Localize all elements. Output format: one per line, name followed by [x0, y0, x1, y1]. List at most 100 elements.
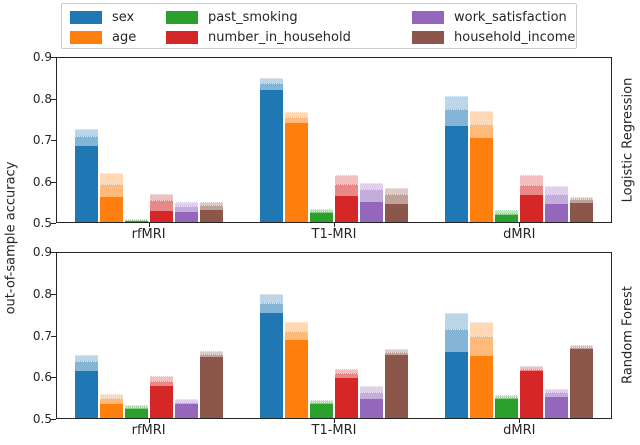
x-tick-mark	[519, 223, 521, 227]
y-tick-mark	[51, 419, 56, 420]
legend-entry-sex: sex	[70, 7, 166, 27]
bar-number_in_household-dMRI	[519, 58, 543, 222]
bar-sex-T1-MRI	[260, 253, 283, 418]
bar-segment	[260, 89, 283, 222]
bar-past_smoking-T1-MRI	[310, 253, 333, 418]
bar-past_smoking-dMRI	[494, 253, 518, 418]
bar-segment	[200, 201, 224, 206]
bar-past_smoking-rfMRI	[125, 253, 149, 418]
bar-segment	[385, 354, 408, 418]
bar-segment	[285, 339, 308, 418]
bar-segment	[100, 197, 124, 222]
x-tick-mark	[334, 419, 335, 423]
bar-segment	[150, 194, 174, 201]
bar-segment	[200, 209, 224, 222]
plot-area-random-forest	[56, 252, 612, 419]
bar-segment	[444, 352, 468, 418]
bar-segment	[444, 313, 468, 330]
bar-segment	[125, 220, 149, 222]
legend-label: household_income	[454, 29, 576, 45]
legend-label: work_satisfaction	[454, 9, 567, 25]
bar-segment	[519, 366, 543, 369]
bar-age-T1-MRI	[285, 253, 308, 418]
bar-segment	[260, 78, 283, 84]
bar-segment	[175, 399, 199, 402]
legend-color-patch	[412, 30, 444, 44]
legend-label: number_in_household	[208, 29, 351, 45]
bar-household_income-dMRI	[569, 58, 593, 222]
bar-segment	[519, 195, 543, 222]
bar-sex-dMRI	[444, 253, 468, 418]
bar-segment	[519, 174, 543, 186]
bar-segment	[385, 348, 408, 352]
bar-group-T1-MRI	[242, 58, 427, 222]
bar-segment	[494, 397, 518, 400]
x-tick-label-dMRI: dMRI	[503, 227, 536, 242]
bar-segment	[335, 195, 358, 222]
bar-segment	[494, 209, 518, 213]
bar-segment	[75, 146, 99, 222]
bar-segment	[519, 185, 543, 196]
bar-segment	[444, 109, 468, 126]
row-label-random-forest: Random Forest	[620, 286, 636, 384]
bar-segment	[335, 184, 358, 196]
bar-segment	[544, 396, 568, 418]
bar-segment	[569, 199, 593, 203]
bar-segment	[494, 395, 518, 398]
legend-entry-work_satisfaction: work_satisfaction	[412, 7, 575, 27]
y-tick-mark	[51, 98, 56, 100]
bar-segment	[260, 303, 283, 314]
legend-color-patch	[70, 30, 102, 44]
bar-past_smoking-rfMRI	[125, 58, 149, 222]
bar-segment	[150, 200, 174, 211]
legend-color-patch	[70, 10, 102, 24]
y-tick-mark	[51, 181, 56, 183]
y-tick-label: 0.5	[32, 216, 52, 230]
bar-segment	[75, 129, 99, 136]
bar-household_income-rfMRI	[200, 253, 224, 418]
bar-segment	[175, 202, 199, 207]
bar-group-rfMRI	[57, 58, 242, 222]
y-tick-mark	[51, 335, 56, 337]
y-tick-label: 0.8	[32, 91, 52, 106]
bar-segment	[360, 385, 383, 393]
bar-segment	[469, 123, 493, 138]
bar-age-T1-MRI	[285, 58, 308, 222]
x-tick-label-rfMRI: rfMRI	[131, 423, 166, 438]
bar-segment	[285, 330, 308, 340]
bar-segment	[260, 313, 283, 418]
bar-segment	[385, 187, 408, 195]
bar-segment	[444, 125, 468, 222]
bar-segment	[285, 111, 308, 117]
bar-segment	[285, 321, 308, 331]
bar-past_smoking-T1-MRI	[310, 58, 333, 222]
bar-age-dMRI	[469, 253, 493, 418]
bar-segment	[544, 203, 568, 222]
bar-segment	[310, 401, 333, 404]
y-tick-mark	[51, 140, 56, 141]
bar-segment	[75, 135, 99, 147]
bar-age-rfMRI	[100, 253, 124, 418]
y-tick-label: 0.6	[32, 370, 52, 385]
y-tick-label: 0.7	[32, 133, 52, 147]
bar-segment	[519, 371, 543, 418]
x-tick-label-T1-MRI: T1-MRI	[311, 423, 357, 438]
bar-household_income-dMRI	[569, 253, 593, 418]
subplot-random-forest: 0.9 0.8 0.7 0.6 0.5 rfMRI T1-MRI dMRI	[0, 246, 640, 438]
subplot-logistic-regression: 0.9 0.8 0.7 0.6 0.5 rfMRI T1-MRI dMRI	[0, 51, 640, 242]
bar-segment	[385, 351, 408, 355]
bar-segment	[444, 329, 468, 352]
bar-segment	[360, 399, 383, 418]
bar-household_income-rfMRI	[200, 58, 224, 222]
bar-segment	[175, 211, 199, 222]
bar-work_satisfaction-rfMRI	[175, 253, 199, 418]
bar-segment	[100, 172, 124, 185]
bar-segment	[335, 377, 358, 418]
bar-segment	[335, 373, 358, 378]
bar-segment	[469, 111, 493, 124]
bar-number_in_household-rfMRI	[150, 58, 174, 222]
bar-segment	[544, 194, 568, 204]
bar-segment	[360, 189, 383, 203]
row-label-logistic-regression: Logistic Regression	[620, 77, 636, 203]
